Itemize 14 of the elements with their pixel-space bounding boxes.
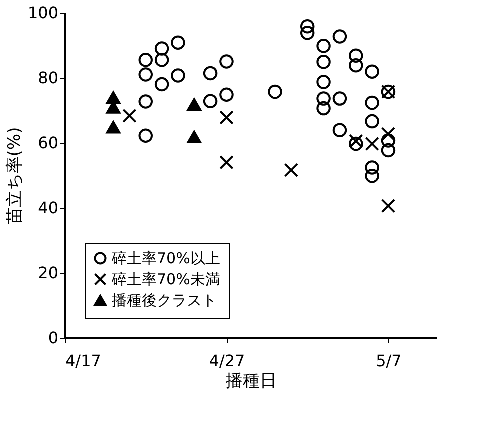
x-tick-label: 5/7: [376, 352, 402, 370]
x-tick-label: 4/27: [209, 352, 246, 370]
y-tick-label: 20: [38, 264, 58, 282]
y-tick-label: 0: [48, 328, 58, 348]
y-tick-label: 100: [28, 4, 58, 22]
y-tick-label: 40: [38, 198, 58, 218]
legend-label: 播種後クラスト: [112, 292, 217, 310]
x-axis-title: 播種日: [226, 372, 277, 392]
legend-label: 碎土率70%未満: [111, 270, 220, 288]
y-axis-title: 苗立ち率(%): [4, 127, 25, 225]
x-tick-label: 4/17: [66, 352, 102, 370]
y-tick-label: 80: [38, 68, 58, 88]
legend-label: 碎土率70%以上: [111, 250, 220, 268]
y-tick-label: 60: [38, 134, 58, 152]
